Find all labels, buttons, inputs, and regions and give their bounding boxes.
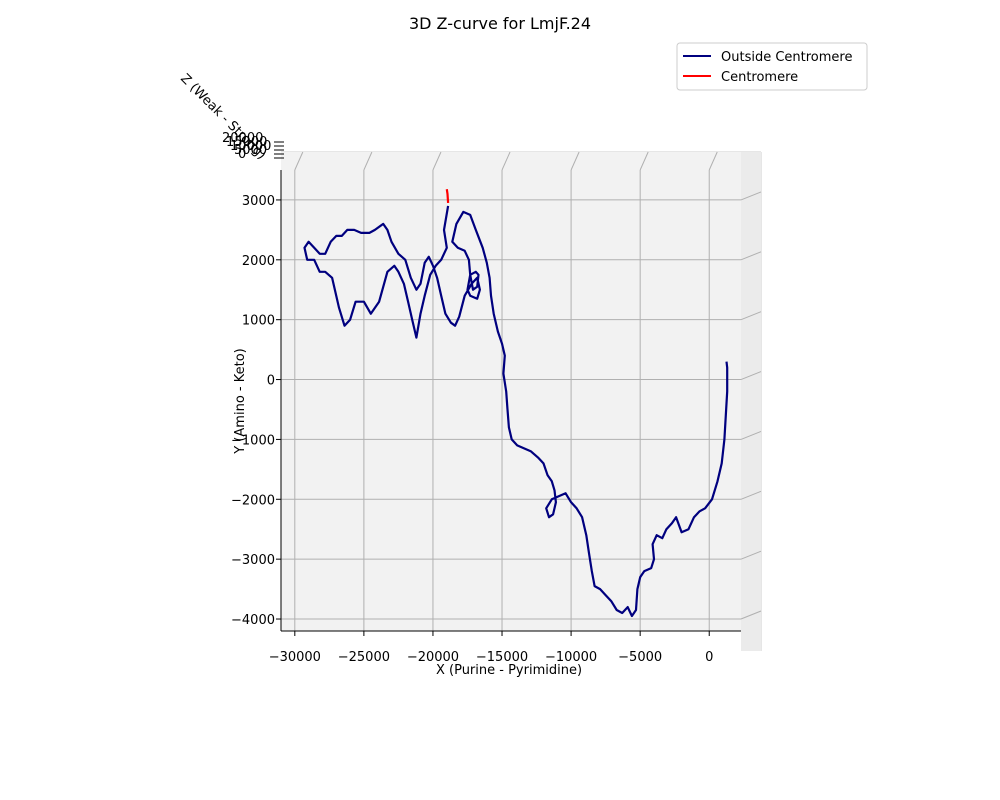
series-line-centromere bbox=[445, 189, 450, 203]
series-line-outside-centromere bbox=[303, 205, 729, 618]
x-tick-label: −10000 bbox=[545, 650, 597, 665]
y-tick-label: 0 bbox=[267, 374, 275, 389]
y-grid-depth-line bbox=[740, 311, 762, 321]
y-tick-label: −1000 bbox=[231, 433, 275, 448]
x-grid-depth-line bbox=[639, 151, 649, 171]
y-grid-depth-line bbox=[740, 251, 762, 261]
x-grid-depth-line bbox=[501, 151, 511, 171]
z-tick-label: 5000 bbox=[234, 143, 267, 158]
chart-title: 3D Z-curve for LmjF.24 bbox=[409, 14, 591, 33]
plot-pane bbox=[281, 170, 741, 631]
legend-label-centromere: Centromere bbox=[721, 70, 798, 85]
z-axis-label: Z (Weak - Strong) bbox=[177, 71, 269, 163]
y-tick-label: −4000 bbox=[231, 613, 275, 628]
y-axis-label: Y (Amino - Keto) bbox=[233, 348, 248, 454]
y-grid-depth-line bbox=[740, 610, 762, 620]
y-grid-depth-line bbox=[740, 550, 762, 560]
series-layer bbox=[303, 189, 729, 618]
z-tick-label: 0 bbox=[238, 147, 246, 162]
x-tick-label: −30000 bbox=[269, 650, 321, 665]
x-tick-label: −25000 bbox=[338, 650, 390, 665]
x-grid-depth-line bbox=[294, 151, 304, 171]
grid-lines bbox=[281, 151, 762, 631]
x-tick-label: −15000 bbox=[476, 650, 528, 665]
z-tick-label: 20000 bbox=[222, 131, 263, 146]
x-grid-depth-line bbox=[363, 151, 373, 171]
z-tick-label: 15000 bbox=[226, 135, 267, 150]
y-tick-label: 3000 bbox=[242, 194, 275, 209]
legend-label-outside: Outside Centromere bbox=[721, 50, 852, 65]
x-tick-label: 0 bbox=[705, 650, 713, 665]
y-tick-label: −3000 bbox=[231, 553, 275, 568]
y-grid-depth-line bbox=[740, 191, 762, 201]
legend-box bbox=[676, 42, 868, 91]
z-pane-right-face bbox=[741, 152, 761, 651]
x-axis-label: X (Purine - Pyrimidine) bbox=[436, 663, 582, 678]
y-grid-depth-line bbox=[740, 371, 762, 381]
x-grid-depth-line bbox=[570, 151, 580, 171]
y-grid-depth-line bbox=[740, 490, 762, 500]
y-ticks: −4000 −3000 −2000 −1000 0 1000 2000 3000 bbox=[231, 194, 281, 628]
y-tick-label: 1000 bbox=[242, 314, 275, 329]
x-tick-label: −20000 bbox=[407, 650, 459, 665]
x-ticks: −30000 −25000 −20000 −15000 −10000 −5000 0 bbox=[269, 631, 713, 665]
legend: Outside Centromere Centromere bbox=[676, 42, 868, 91]
z-tick-label: 10000 bbox=[230, 139, 271, 154]
x-grid-depth-line bbox=[432, 151, 442, 171]
x-tick-label: −5000 bbox=[618, 650, 662, 665]
z-pane-top-face bbox=[281, 152, 761, 170]
y-tick-label: 2000 bbox=[242, 254, 275, 269]
x-grid-depth-line bbox=[708, 151, 718, 171]
y-tick-label: −2000 bbox=[231, 493, 275, 508]
y-grid-depth-line bbox=[740, 430, 762, 440]
z-pane-lines bbox=[281, 151, 762, 651]
